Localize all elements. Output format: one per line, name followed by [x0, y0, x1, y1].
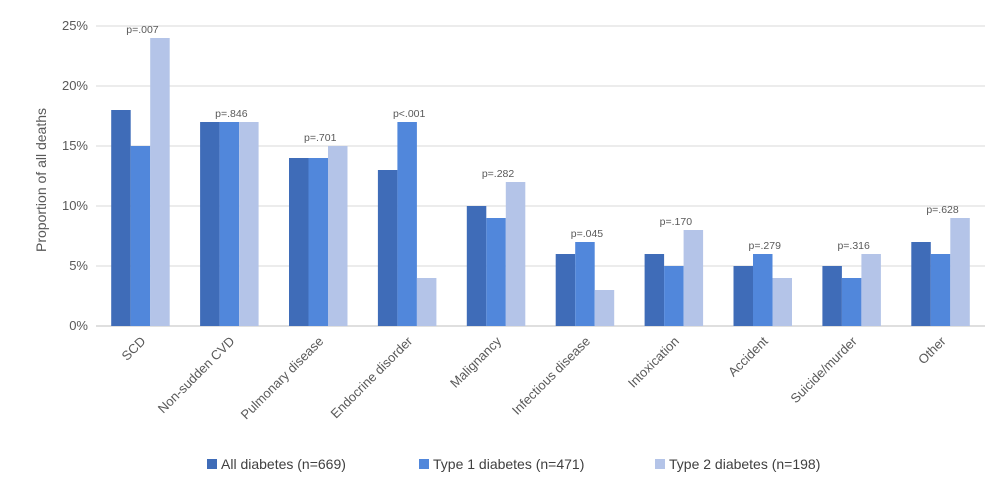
bar-3-2 [239, 122, 259, 326]
p-value-label: p=.316 [837, 240, 870, 252]
bar-2-8 [753, 254, 773, 326]
bar-3-4 [416, 278, 437, 326]
bar-1-7 [644, 254, 665, 326]
bar-2-7 [664, 266, 684, 326]
bar-3-3 [328, 146, 348, 326]
bar-1-2 [200, 122, 220, 326]
bar-2-1 [130, 146, 151, 326]
legend-swatch [207, 459, 217, 469]
bar-series [111, 38, 970, 326]
category-label: Intoxication [625, 334, 682, 391]
y-tick-label: 25% [62, 18, 88, 33]
y-tick-label: 10% [62, 198, 88, 213]
y-tick-label: 0% [69, 318, 88, 333]
category-axis-labels: SCD Non-sudden CVD Pulmonary disease Endocr… [119, 333, 950, 422]
legend-label: Type 1 diabetes (n=471) [433, 456, 584, 472]
p-value-label: p=.045 [571, 228, 604, 240]
category-label: Endocrine disorder [328, 333, 416, 421]
category-label: Accident [725, 333, 771, 379]
bar-2-3 [308, 158, 328, 326]
category-label: Non-sudden CVD [155, 334, 238, 417]
bar-2-6 [575, 242, 595, 326]
p-value-annotations: p=.007 p=.846 p=.701 p<.001 p=.282 p=.045 p=.1… [126, 24, 959, 252]
category-label: Pulmonary disease [238, 334, 327, 423]
y-axis-ticks: 0% 5% 10% 15% 20% 25% [62, 18, 88, 333]
legend-label: Type 2 diabetes (n=198) [669, 456, 820, 472]
category-label: Other [915, 333, 949, 367]
legend-label: All diabetes (n=669) [221, 456, 346, 472]
category-label: Infectious disease [509, 334, 593, 418]
bar-3-1 [150, 38, 170, 326]
bar-3-6 [594, 290, 615, 326]
bar-2-10 [930, 254, 951, 326]
category-label: SCD [119, 334, 149, 364]
p-value-label: p=.701 [304, 132, 337, 144]
p-value-label: p=.282 [482, 168, 515, 180]
bar-1-10 [911, 242, 931, 326]
y-tick-label: 15% [62, 138, 88, 153]
bar-1-8 [733, 266, 753, 326]
p-value-label: p=.628 [926, 204, 959, 216]
y-tick-label: 20% [62, 78, 88, 93]
legend: All diabetes (n=669) Type 1 diabetes (n=4… [207, 456, 820, 472]
legend-swatch [419, 459, 429, 469]
legend-swatch [655, 459, 665, 469]
category-label: Malignancy [447, 333, 504, 390]
bar-1-9 [822, 266, 842, 326]
bar-1-5 [466, 206, 487, 326]
p-value-label: p=.170 [660, 216, 693, 228]
p-value-label: p=.279 [749, 240, 782, 252]
bar-1-1 [111, 110, 131, 326]
p-value-label: p=.007 [126, 24, 159, 36]
bar-1-3 [289, 158, 309, 326]
bar-3-8 [772, 278, 792, 326]
bar-3-7 [683, 230, 704, 326]
bar-3-9 [861, 254, 881, 326]
category-label: Suicide/murder [787, 333, 860, 406]
p-value-label: p=.846 [215, 108, 248, 120]
bar-1-4 [377, 170, 398, 326]
y-tick-label: 5% [69, 258, 88, 273]
bar-1-6 [555, 254, 576, 326]
bar-2-5 [486, 218, 506, 326]
bar-2-2 [219, 122, 240, 326]
bar-2-4 [397, 122, 417, 326]
bar-3-5 [505, 182, 526, 326]
y-axis-label: Proportion of all deaths [33, 108, 49, 252]
p-value-label: p<.001 [393, 108, 426, 120]
bar-2-9 [841, 278, 862, 326]
bar-3-10 [950, 218, 970, 326]
